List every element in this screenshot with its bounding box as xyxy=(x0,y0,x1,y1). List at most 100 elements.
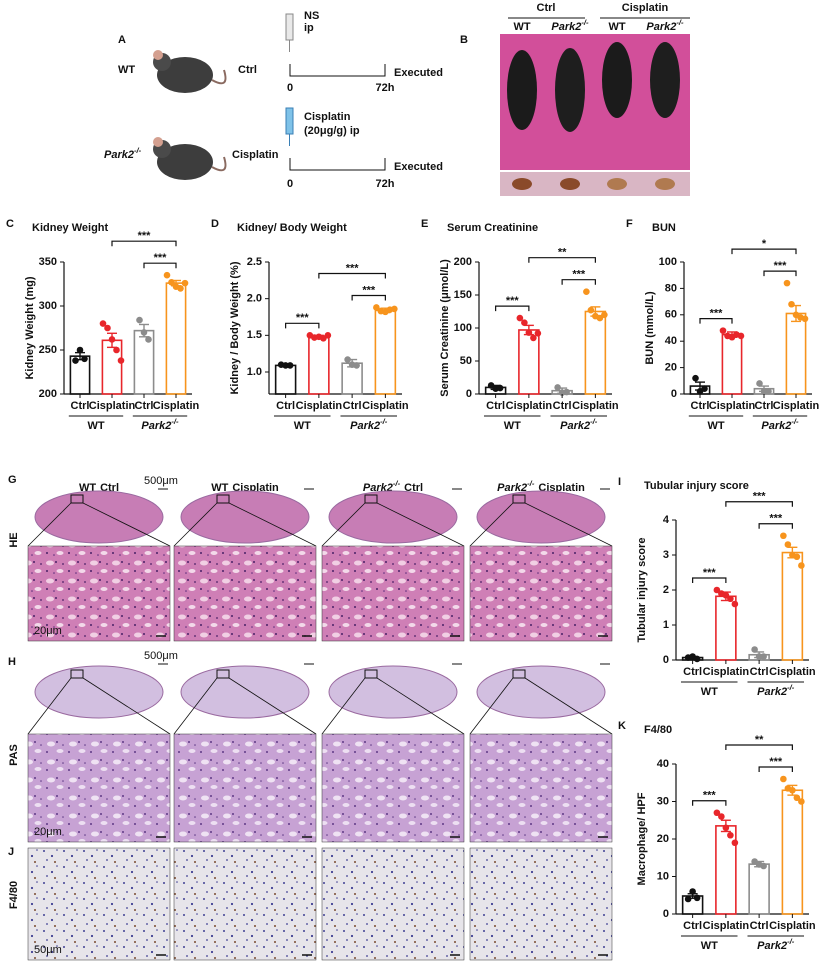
data-point xyxy=(113,346,120,354)
data-point xyxy=(693,894,701,902)
y-tick-label: 20 xyxy=(665,362,677,374)
bar xyxy=(715,825,737,915)
group-label: Park2-/- xyxy=(757,683,795,698)
kidney-overview xyxy=(476,490,606,544)
data-point xyxy=(81,355,88,363)
panel-b-photos xyxy=(500,17,690,196)
bar xyxy=(748,863,770,915)
group-label: Park2-/- xyxy=(350,417,388,432)
x-tick-label: Cisplatin xyxy=(89,400,136,412)
data-point xyxy=(801,315,809,323)
panel-a-art xyxy=(153,13,386,180)
zoom-line xyxy=(469,502,514,547)
y-axis-label: Macrophage/ HPF xyxy=(636,792,648,885)
y-tick-label: 0 xyxy=(671,388,677,400)
group-label-sup: -/- xyxy=(787,683,795,692)
data-point xyxy=(140,329,148,336)
significance-bracket xyxy=(285,322,320,329)
y-axis-label: Tubular injury score xyxy=(636,538,648,643)
micrograph xyxy=(321,733,465,843)
column-title-sup: -/- xyxy=(393,479,401,488)
row-label: F4/80 xyxy=(8,881,20,909)
y-tick-label: 50 xyxy=(460,355,472,367)
kidney-photo xyxy=(655,178,675,190)
zoom-line xyxy=(82,502,171,547)
data-point xyxy=(163,271,171,279)
data-point xyxy=(344,356,351,363)
data-point xyxy=(117,357,125,364)
panel-label: C xyxy=(6,218,14,230)
y-tick-label: 100 xyxy=(454,322,472,334)
data-point xyxy=(783,279,791,287)
significance-label: * xyxy=(762,238,767,250)
data-point xyxy=(693,655,701,663)
data-point xyxy=(713,586,721,594)
time-label: 72h xyxy=(376,178,395,190)
x-tick-label: Cisplatin xyxy=(703,666,750,678)
treatment-label: NS xyxy=(304,10,319,22)
significance-label: *** xyxy=(154,252,168,264)
panel-label: E xyxy=(421,218,428,230)
y-tick-label: 4 xyxy=(663,514,670,526)
data-point xyxy=(727,831,734,839)
y-tick-label: 40 xyxy=(657,758,669,770)
significance-bracket xyxy=(725,744,793,750)
roi-box xyxy=(216,669,230,679)
zoom-line xyxy=(524,677,613,735)
x-tick-label: Cisplatin xyxy=(769,920,816,932)
group-label-main: Park2 xyxy=(560,420,590,432)
kidney-photo xyxy=(607,178,627,190)
y-tick-label: 200 xyxy=(39,388,57,400)
significance-label: *** xyxy=(572,269,586,281)
y-tick-label: 100 xyxy=(659,256,677,268)
scale-label: 500μm xyxy=(144,650,178,662)
time-label: 0 xyxy=(287,82,293,94)
data-point xyxy=(353,362,360,369)
syringe xyxy=(285,107,294,135)
group-label: Park2-/- xyxy=(560,417,598,432)
mouse-photo xyxy=(650,42,680,118)
data-point xyxy=(684,895,692,903)
group-label-main: WT xyxy=(87,420,104,432)
roi-box xyxy=(512,494,526,504)
zoom-line xyxy=(524,502,613,547)
genotype-header-sup: -/- xyxy=(581,18,589,27)
group-label-sup: -/- xyxy=(791,417,799,426)
data-point xyxy=(751,646,758,653)
significance-bracket xyxy=(318,272,386,279)
x-tick-label: Cisplatin xyxy=(572,400,619,412)
zoom-line xyxy=(321,677,366,735)
y-tick-label: 10 xyxy=(657,870,669,882)
y-tick-label: 60 xyxy=(665,309,677,321)
data-point xyxy=(583,288,590,296)
y-tick-label: 350 xyxy=(39,256,57,268)
chart-title: Tubular injury score xyxy=(644,480,749,492)
time-label: 72h xyxy=(376,82,395,94)
kidney-overview xyxy=(328,490,458,544)
data-point xyxy=(760,862,767,870)
zoom-line xyxy=(376,677,465,735)
data-point xyxy=(692,374,699,382)
mouse-tail xyxy=(211,156,227,172)
roi-box xyxy=(70,494,84,504)
scale-label: 20μm xyxy=(34,625,62,637)
micrograph xyxy=(173,847,317,961)
y-tick-label: 0 xyxy=(663,654,669,666)
significance-bracket xyxy=(758,766,793,772)
micrograph xyxy=(27,733,171,843)
x-tick-label: Ctrl xyxy=(750,666,769,678)
kidney-overview xyxy=(328,665,458,719)
chart-title: F4/80 xyxy=(644,724,672,736)
x-tick-label: Ctrl xyxy=(683,666,702,678)
scale-label: 500μm xyxy=(144,475,178,487)
significance-bracket xyxy=(692,577,727,583)
group-label-main: Park2 xyxy=(761,420,791,432)
group-label-main: WT xyxy=(504,420,521,432)
bar xyxy=(721,333,743,395)
x-tick-label: Cisplatin xyxy=(709,400,756,412)
group-label-main: Park2 xyxy=(757,686,787,698)
data-point xyxy=(713,809,721,817)
kidney-overview xyxy=(180,665,310,719)
x-tick-label: Cisplatin xyxy=(506,400,553,412)
group-label: WT xyxy=(701,686,718,698)
